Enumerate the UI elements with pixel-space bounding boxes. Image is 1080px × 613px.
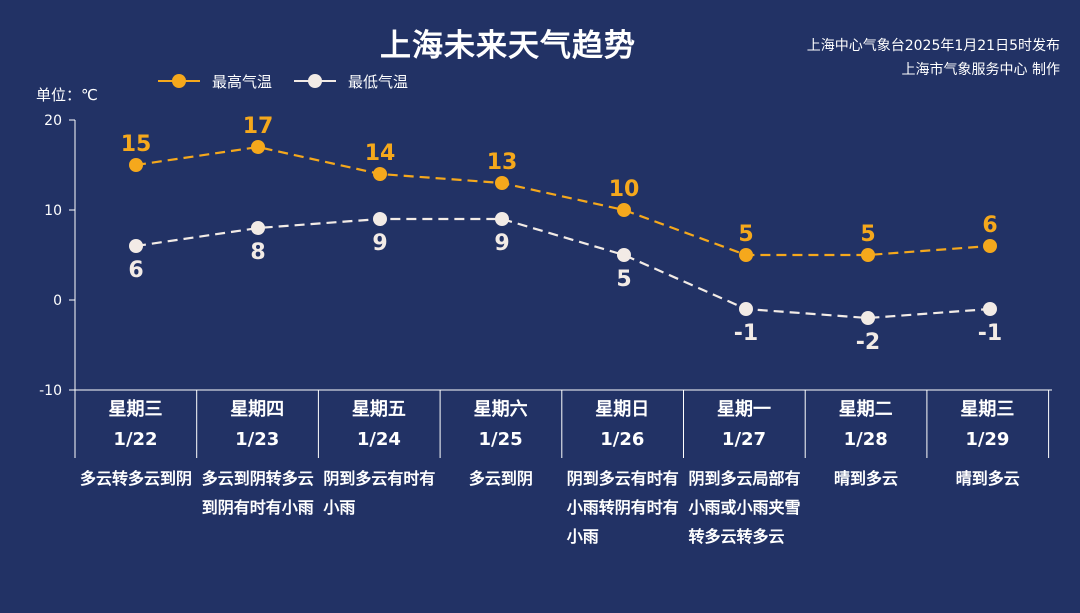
day-header: 星期一 1/27 — [684, 395, 805, 455]
weather-description: 阴到多云有时有小雨转阴有时有小雨 — [566, 469, 679, 546]
low-temp-label: 8 — [250, 240, 265, 265]
weekday-label: 星期日 — [595, 399, 650, 420]
date-label: 1/22 — [113, 429, 158, 450]
y-tick-label: 20 — [44, 113, 62, 129]
weather-description: 阴到多云局部有小雨或小雨夹雪转多云转多云 — [688, 469, 801, 546]
high-temp-label: 5 — [738, 222, 753, 247]
day-header: 星期五 1/24 — [318, 395, 439, 455]
day-header: 星期四 1/23 — [197, 395, 318, 455]
high-temp-point — [373, 167, 387, 181]
legend-low-label: 最低气温 — [348, 72, 409, 91]
low-temp-label: 5 — [616, 267, 631, 292]
weather-description: 多云到阴转多云到阴有时有小雨 — [201, 469, 314, 517]
weekday-label: 星期二 — [838, 399, 893, 420]
date-label: 1/26 — [600, 429, 645, 450]
high-temp-label: 13 — [487, 150, 518, 175]
low-temp-point — [983, 302, 997, 316]
weekday-label: 星期一 — [717, 399, 771, 420]
day-header: 星期二 1/28 — [805, 395, 926, 455]
legend-item-high: 最高气温 — [158, 71, 272, 92]
y-tick-label: -10 — [39, 383, 62, 399]
issuer-info: 上海中心气象台2025年1月21日5时发布 上海市气象服务中心 制作 — [807, 34, 1060, 82]
weather-description: 晴到多云 — [955, 469, 1020, 488]
high-temp-line — [135, 145, 991, 257]
low-temp-point — [617, 248, 631, 262]
high-temp-label: 10 — [609, 177, 640, 202]
page-title: 上海未来天气趋势 — [380, 28, 636, 64]
low-temp-label: 6 — [128, 258, 143, 283]
date-label: 1/24 — [356, 429, 401, 450]
high-temp-label: 5 — [860, 222, 875, 247]
day-header: 星期日 1/26 — [562, 395, 683, 455]
producer: 上海市气象服务中心 制作 — [901, 62, 1060, 78]
high-temp-label: 15 — [121, 132, 152, 157]
low-temp-label: 9 — [372, 231, 387, 256]
low-temp-point — [495, 212, 509, 226]
weekday-label: 星期四 — [230, 399, 285, 420]
weather-description: 多云到阴 — [468, 469, 533, 488]
legend-item-low: 最低气温 — [294, 71, 408, 92]
weather-description: 多云转多云到阴 — [80, 469, 193, 488]
date-label: 1/27 — [721, 429, 767, 450]
weekday-label: 星期六 — [473, 399, 528, 420]
high-temp-point — [861, 248, 875, 262]
issue-time: 上海中心气象台2025年1月21日5时发布 — [806, 38, 1060, 54]
y-axis-unit-label: 单位：℃ — [36, 86, 98, 104]
date-label: 1/23 — [235, 429, 280, 450]
legend-high-label: 最高气温 — [212, 72, 273, 91]
day-header: 星期三 1/29 — [927, 395, 1048, 455]
low-temp-point — [739, 302, 753, 316]
low-temp-point — [373, 212, 387, 226]
day-header: 星期六 1/25 — [440, 395, 561, 455]
high-temp-point — [739, 248, 753, 262]
high-temp-point — [617, 203, 631, 217]
low-temp-point — [251, 221, 265, 235]
high-temp-point — [495, 176, 509, 190]
low-temp-point — [129, 239, 143, 253]
high-temp-label: 17 — [243, 114, 274, 139]
legend-low-marker-icon — [294, 74, 337, 88]
high-temp-point — [251, 140, 265, 154]
low-temp-point — [861, 311, 875, 325]
weekday-label: 星期三 — [960, 399, 1015, 420]
low-temp-label: -1 — [978, 321, 1002, 346]
date-label: 1/29 — [965, 429, 1010, 450]
y-tick-label: 10 — [44, 203, 62, 219]
low-temp-label: -2 — [856, 330, 880, 355]
low-temp-label: -1 — [734, 321, 758, 346]
weather-description: 晴到多云 — [834, 469, 899, 488]
weekday-label: 星期三 — [108, 399, 163, 420]
high-temp-label: 6 — [982, 213, 997, 238]
low-temp-label: 9 — [494, 231, 509, 256]
weekday-label: 星期五 — [351, 399, 406, 420]
day-header: 星期三 1/22 — [75, 395, 196, 455]
y-tick-label: 0 — [53, 293, 62, 309]
high-temp-point — [129, 158, 143, 172]
chart-legend: 最高气温 最低气温 — [158, 70, 430, 92]
high-temp-point — [983, 239, 997, 253]
date-label: 1/25 — [478, 429, 523, 450]
date-label: 1/28 — [843, 429, 888, 450]
high-temp-label: 14 — [365, 141, 396, 166]
weather-description: 阴到多云有时有小雨 — [323, 469, 436, 517]
legend-high-marker-icon — [158, 74, 200, 88]
